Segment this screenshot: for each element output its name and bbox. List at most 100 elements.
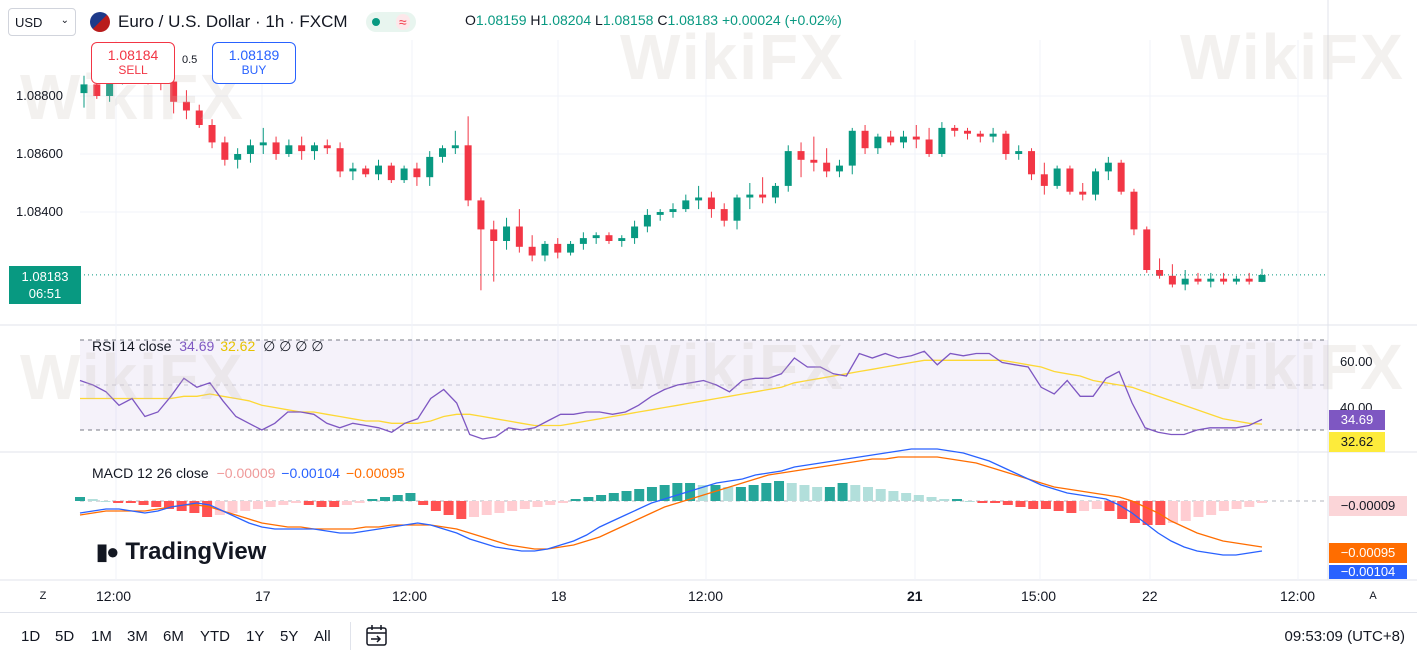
macd-histogram-bar: [685, 483, 696, 501]
buy-button[interactable]: 1.08189 BUY: [212, 42, 296, 84]
candle-body: [1104, 162, 1112, 172]
candle-body: [528, 246, 536, 256]
candle-body: [246, 145, 254, 154]
rsi-axis-label: 60.00: [1340, 354, 1373, 369]
auto-scale-toggle-z[interactable]: Z: [39, 590, 47, 602]
market-status-badge[interactable]: ≈: [365, 12, 416, 32]
spread-value: 0.5: [182, 54, 198, 66]
price-axis-label: 1.08400: [16, 204, 63, 219]
timeframe-3m[interactable]: 3M: [127, 628, 148, 645]
rsi-extra-values: ∅ ∅ ∅ ∅: [263, 338, 324, 354]
macd-histogram-bar: [697, 485, 708, 501]
macd-histogram-bar: [100, 501, 111, 502]
candle-body: [1092, 171, 1100, 195]
candle-body: [938, 127, 946, 154]
macd-name: MACD 12 26 close: [92, 465, 209, 481]
candle-body: [464, 145, 472, 201]
macd-histogram-bar: [557, 501, 568, 503]
macd-legend[interactable]: MACD 12 26 close −0.00009 −0.00104 −0.00…: [92, 465, 405, 481]
candle-body: [541, 243, 549, 256]
auto-scale-toggle-a[interactable]: A: [1369, 590, 1377, 602]
candle-body: [1028, 151, 1036, 175]
macd-histogram-bar: [507, 501, 518, 511]
candle-body: [1130, 191, 1138, 230]
candle-body: [835, 165, 843, 172]
candle-body: [848, 130, 856, 166]
sell-price: 1.08184: [107, 47, 159, 63]
macd-histogram-bar: [850, 485, 861, 501]
go-to-date-icon[interactable]: [364, 624, 390, 648]
symbol-header[interactable]: Euro / U.S. Dollar · 1h · FXCM ≈: [90, 10, 416, 34]
buy-label: BUY: [241, 63, 267, 77]
macd-histogram-bar: [481, 501, 492, 515]
bottom-toolbar: [0, 612, 1417, 661]
candle-body: [1015, 151, 1023, 154]
candle-body: [695, 197, 703, 201]
timeframe-5d[interactable]: 5D: [55, 628, 75, 645]
candle-body: [733, 197, 741, 221]
macd-histogram-bar: [990, 501, 1001, 503]
macd-histogram-bar: [329, 501, 340, 507]
toolbar-divider: [350, 622, 351, 650]
timeframe-1y[interactable]: 1Y: [246, 628, 265, 645]
candle-body: [976, 133, 984, 137]
macd-histogram-bar: [443, 501, 454, 515]
macd-histogram-bar: [761, 483, 772, 501]
candle-body: [554, 243, 562, 253]
timeframe-1m[interactable]: 1M: [91, 628, 112, 645]
candle-body: [951, 127, 959, 131]
candle-body: [759, 194, 767, 198]
candle-body: [592, 235, 600, 239]
macd-histogram-bar: [138, 501, 149, 505]
macd-histogram-bar: [494, 501, 505, 513]
tradingview-logo: ▮● TradingView: [96, 538, 266, 566]
close-label: C: [657, 12, 668, 28]
candle-body: [887, 136, 895, 143]
sell-label: SELL: [118, 63, 148, 77]
macd-histogram-bar: [951, 499, 962, 501]
change-value: +0.00024 (+0.02%): [721, 12, 842, 28]
timeframe-6m[interactable]: 6M: [163, 628, 184, 645]
sell-button[interactable]: 1.08184 SELL: [91, 42, 175, 84]
macd-histogram-bar: [214, 501, 225, 515]
rsi-ma-line: [80, 359, 1263, 427]
timeframe-ytd[interactable]: YTD: [200, 628, 230, 645]
time-axis-label: 17: [255, 588, 271, 604]
macd-histogram-bar: [646, 487, 657, 501]
macd-line-value: −0.00104: [281, 465, 341, 481]
candle-body: [925, 139, 933, 154]
high-value: 1.08204: [540, 12, 592, 28]
timeframe-all[interactable]: All: [314, 628, 331, 645]
candle-body: [643, 214, 651, 227]
candle-body: [1207, 278, 1215, 282]
candle-body: [298, 145, 306, 152]
rsi-line: [79, 350, 1263, 440]
timezone-clock[interactable]: 09:53:09 (UTC+8): [1284, 628, 1405, 645]
macd-histogram-bar: [1244, 501, 1255, 507]
macd-histogram-bar: [735, 487, 746, 501]
candle-body: [490, 229, 498, 241]
candle-body: [1079, 191, 1087, 195]
open-label: O: [465, 12, 476, 28]
timeframe-5y[interactable]: 5Y: [280, 628, 299, 645]
timeframe-1d[interactable]: 1D: [21, 628, 41, 645]
macd-line-tag: −0.00104: [1329, 565, 1407, 579]
macd-histogram-bar: [1040, 501, 1051, 509]
candle-body: [720, 209, 728, 221]
macd-histogram-bar: [723, 487, 734, 501]
candle-body: [515, 226, 523, 247]
time-axis-label: 21: [907, 588, 923, 604]
time-axis-label: 22: [1142, 588, 1158, 604]
currency-select[interactable]: USD ⌄: [8, 8, 76, 36]
rsi-legend[interactable]: RSI 14 close 34.69 32.62 ∅ ∅ ∅ ∅: [92, 338, 324, 355]
macd-histogram-bar: [1028, 501, 1039, 509]
macd-histogram-bar: [926, 497, 937, 501]
macd-histogram-bar: [354, 501, 365, 503]
macd-histogram-bar: [824, 487, 835, 501]
candle-body: [656, 212, 664, 215]
macd-histogram-bar: [316, 501, 327, 507]
candle-body: [362, 168, 370, 175]
macd-signal-value: −0.00095: [345, 465, 405, 481]
price-axis-label: 1.08800: [16, 88, 63, 103]
